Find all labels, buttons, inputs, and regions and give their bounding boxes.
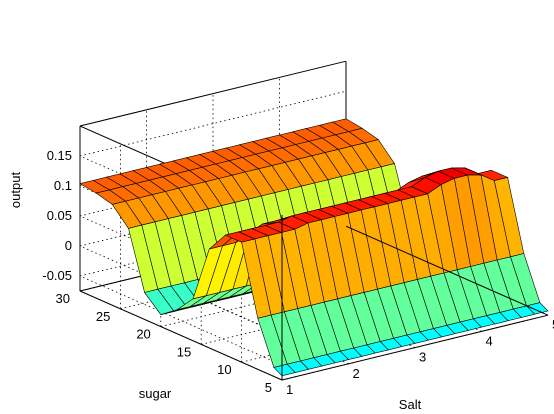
box-edge [79, 290, 283, 381]
x-tick-label: 5 [552, 317, 554, 332]
y-tick-label: 30 [56, 291, 70, 306]
tick-labels: -0.05 0 0.05 0.1 0.15 1 2 3 4 5 5 10 15 20 25 30 [42, 148, 554, 397]
y-tick-label: 5 [265, 380, 272, 395]
grid-line [201, 279, 468, 345]
y-tick-label: 25 [96, 309, 110, 324]
y-tick-label: 10 [217, 362, 231, 377]
grid-line [79, 275, 283, 366]
z-tick-label: 0 [65, 238, 72, 253]
z-axis-label: output [8, 172, 23, 209]
z-tick-label: 0.1 [54, 178, 72, 193]
x-tick-label: 3 [419, 350, 426, 365]
surface-patch [526, 302, 549, 315]
y-tick-label: 15 [177, 344, 191, 359]
box-edge [281, 314, 549, 381]
grid-line [79, 245, 283, 336]
box-edge [345, 225, 549, 316]
box-edge [79, 60, 347, 127]
y-tick-label: 20 [136, 327, 150, 342]
x-tick-label: 4 [486, 333, 493, 348]
x-axis-label: Salt [399, 397, 422, 412]
x-tick-label: 1 [286, 382, 293, 397]
grid-line [160, 261, 427, 327]
z-tick-label: 0.05 [47, 208, 72, 223]
axes-box-front [79, 215, 549, 381]
z-tick-label: 0.15 [47, 148, 72, 163]
y-axis-label: sugar [139, 386, 172, 401]
z-tick-label: -0.05 [42, 268, 72, 283]
surface [79, 118, 549, 377]
x-tick-label: 2 [353, 366, 360, 381]
